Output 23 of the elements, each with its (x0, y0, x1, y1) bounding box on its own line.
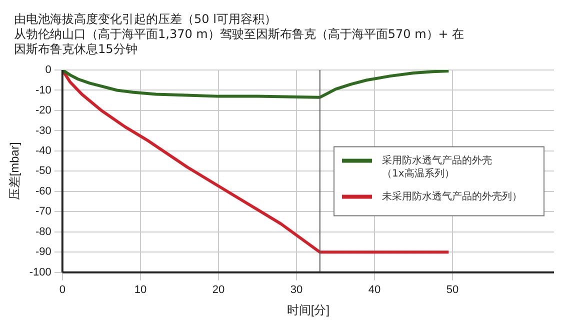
y-axis-title: 压差[mbar] (8, 142, 22, 200)
x-tick-label: 0 (59, 284, 66, 296)
legend-label: 未采用防水透气产品的外壳列） (382, 190, 522, 202)
y-tick-label: -70 (36, 206, 52, 218)
chart-subtitle: 从勃伦纳山口（高于海平面1,370 m）驾驶至因斯布鲁克（高于海平面570 m）+ 在因斯布鲁克休息15分钟 (14, 27, 466, 57)
x-axis-title: 时间[分] (286, 303, 330, 318)
y-tick-label: -50 (36, 165, 52, 178)
y-tick-label: -100 (29, 266, 52, 278)
y-tick-label: -90 (36, 246, 52, 258)
y-tick-label: -60 (36, 185, 52, 198)
y-tick-label: -80 (36, 226, 52, 238)
y-tick-label: -30 (36, 124, 52, 137)
x-tick-label: 20 (212, 284, 225, 296)
x-tick-label: 40 (368, 284, 381, 296)
legend-label: 采用防水透气产品的外壳（1x高温系列） (382, 154, 492, 180)
x-tick-label: 10 (134, 284, 147, 296)
y-tick-label: 0 (45, 64, 52, 76)
y-tick-label: -20 (36, 104, 52, 117)
chart-title: 由电池海拔高度变化引起的压差（50 l可用容积） (14, 12, 278, 27)
y-tick-label: -40 (36, 144, 52, 157)
y-tick-label: -10 (36, 84, 52, 96)
x-tick-label: 30 (290, 284, 303, 296)
x-tick-label: 50 (446, 284, 459, 296)
